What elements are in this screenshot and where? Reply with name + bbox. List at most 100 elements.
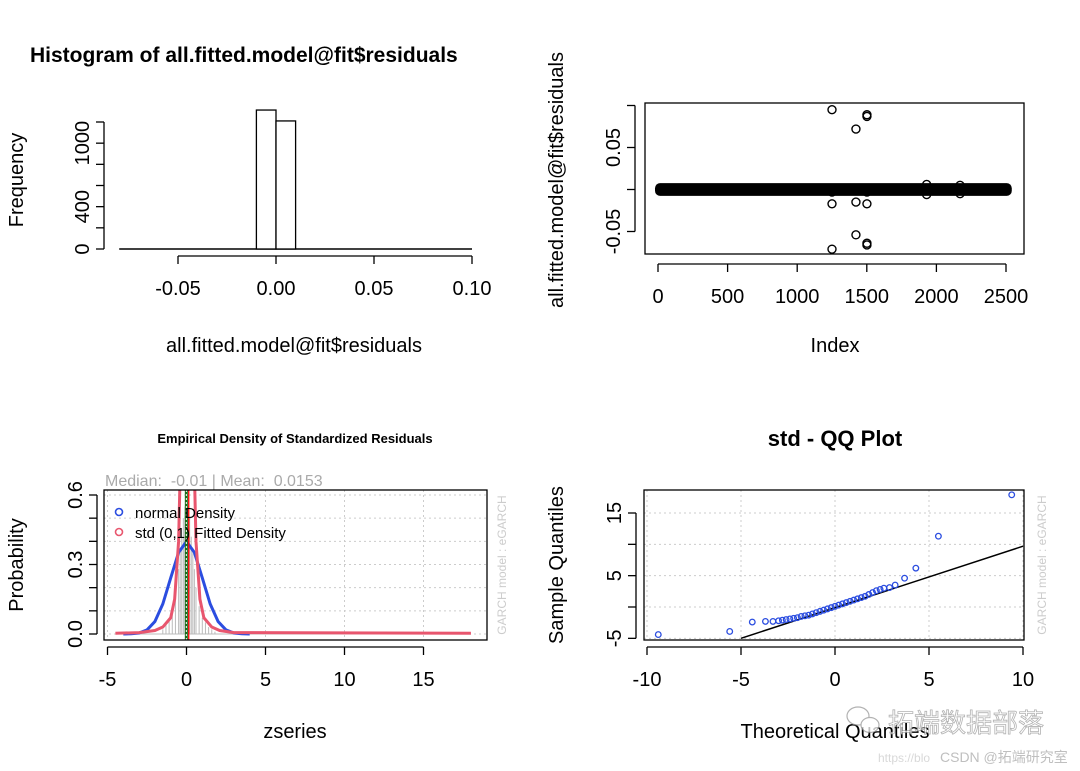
y-tick-label: 5 (604, 570, 626, 581)
qq-point (761, 617, 769, 625)
qq-point (782, 616, 790, 623)
x-tick-label: 0 (181, 669, 192, 691)
qq-point (835, 601, 843, 609)
qq-point (790, 614, 798, 622)
legend-label-std: std (0,1) Fitted Density (135, 525, 286, 542)
qq-point (839, 600, 846, 608)
site-watermark: 拓端数据部落 https://blo CSDN @拓端研究室 (846, 706, 1068, 765)
plot-box (103, 489, 488, 641)
residual-point (827, 199, 837, 209)
x-tick-label: 0.10 (453, 278, 492, 300)
qq-title: std - QQ Plot (768, 426, 903, 451)
qq-plot-area (654, 491, 1024, 640)
qq-point (842, 599, 850, 607)
residual-point (862, 238, 872, 248)
qq-point (654, 631, 662, 639)
y-tick-label: 1000 (72, 121, 94, 166)
qq-point (857, 594, 865, 602)
qq-point (769, 617, 777, 625)
histogram-x-label: all.fitted.model@fit$residuals (166, 335, 422, 357)
x-tick-label: 500 (711, 286, 744, 308)
histogram-title: Histogram of all.fitted.model@fit$residu… (30, 44, 458, 67)
x-tick-label: 2500 (984, 286, 1029, 308)
qq-point (793, 614, 801, 622)
qq-point (872, 587, 880, 595)
x-tick-label: 1000 (775, 286, 820, 308)
legend-marker-normal (114, 507, 124, 517)
x-tick-label: -5 (732, 669, 750, 691)
density-subtitle: Median: -0.01 | Mean: 0.0153 (105, 473, 323, 490)
legend-marker-std (114, 527, 124, 537)
y-tick-label: 0.05 (603, 128, 625, 167)
qq-point (912, 564, 920, 572)
qq-point (934, 532, 942, 540)
qq-point (816, 607, 824, 615)
density-x-label: zseries (263, 721, 326, 743)
residual-point (921, 189, 932, 200)
std-fitted-density-line (115, 490, 471, 635)
y-tick-label: 0.3 (65, 551, 87, 579)
qq-point (808, 610, 816, 618)
density-legend: normal Density std (0,1) Fitted Density (114, 505, 286, 542)
qq-point (827, 604, 835, 612)
qq-point (805, 611, 813, 619)
residual-point (827, 187, 837, 197)
qq-point (748, 618, 756, 626)
x-tick-label: 5 (260, 669, 271, 691)
residual-point (851, 197, 861, 207)
residual-point (955, 188, 965, 199)
qq-point (869, 589, 877, 597)
index-plot-panel: Index all.fitted.model@fit$residuals 0 50… (546, 52, 1028, 357)
qq-point (812, 609, 820, 617)
wechat-icon (846, 706, 880, 734)
x-tick-label: 0.00 (257, 278, 296, 300)
residual-point (851, 230, 861, 240)
residual-point (862, 187, 872, 197)
histogram-y-label: Frequency (6, 133, 28, 228)
qq-point (726, 627, 734, 635)
y-tick-label: 0 (72, 243, 94, 254)
residual-point (862, 111, 872, 122)
density-y-label: Probability (6, 518, 28, 611)
qq-point (865, 591, 873, 598)
histogram-bar (255, 109, 277, 250)
qq-point (901, 574, 909, 582)
y-tick-label: -0.05 (603, 209, 625, 255)
qq-point (1008, 491, 1016, 499)
x-tick-label: 5 (923, 669, 934, 691)
residual-point (827, 244, 837, 254)
qq-y-label: Sample Quantiles (546, 486, 568, 644)
qq-point (824, 605, 831, 613)
csdn-watermark: CSDN @拓端研究室 (940, 749, 1068, 765)
x-tick-label: 10 (333, 669, 355, 691)
residual-point (851, 183, 861, 194)
x-tick-label: 10 (1012, 669, 1034, 691)
histogram-bar (275, 120, 297, 250)
density-title: Empirical Density of Standardized Residu… (157, 431, 432, 446)
x-tick-label: 0.05 (355, 278, 394, 300)
residual-point (921, 179, 932, 190)
index-plot-x-label: Index (811, 335, 860, 357)
residual-point (862, 199, 872, 209)
x-tick-label: 1500 (845, 286, 890, 308)
density-panel: Empirical Density of Standardized Residu… (6, 431, 509, 743)
qq-point (850, 596, 858, 604)
qq-point (886, 584, 893, 592)
x-tick-label: 15 (412, 669, 434, 691)
y-tick-label: 0.0 (65, 620, 87, 648)
qq-point (786, 615, 794, 623)
qq-point (778, 616, 786, 624)
histogram-panel: Histogram of all.fitted.model@fit$residu… (6, 44, 491, 357)
plot-box (644, 102, 1025, 255)
url-watermark: https://blo (878, 751, 930, 765)
x-tick-label: -5 (99, 669, 117, 691)
density-watermark: GARCH model : eGARCH (495, 495, 509, 634)
residual-point (851, 124, 861, 134)
qq-point (797, 612, 805, 620)
qq-point (854, 595, 862, 603)
qq-point (775, 617, 783, 625)
x-tick-label: 0 (652, 286, 663, 308)
qq-plot-panel: std - QQ Plot Theoretical Quantiles Samp… (546, 426, 1049, 743)
y-tick-label: -5 (604, 629, 626, 647)
